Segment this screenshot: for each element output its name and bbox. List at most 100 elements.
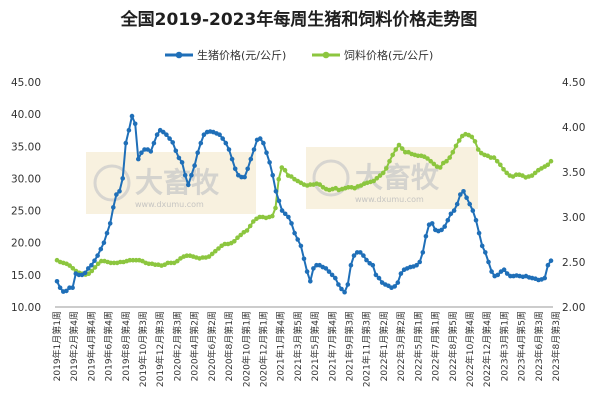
legend-label-feed: 饲料价格(元/公斤) <box>344 48 433 62</box>
hog-price-point <box>292 230 297 236</box>
hog-price-point <box>167 136 172 141</box>
feed-price-point <box>371 178 377 184</box>
x-tick-label: 2020年12月第1周 <box>258 311 270 387</box>
hog-price-point <box>461 189 466 194</box>
y-tick-label-left: 25.00 <box>11 206 41 218</box>
feed-price-point <box>501 167 506 172</box>
feed-price-point <box>146 261 152 267</box>
watermark-brand-left: 大畜牧 <box>135 166 220 199</box>
x-tick-label: 2021年3月第5周 <box>292 311 304 381</box>
hog-price-point <box>107 221 113 226</box>
hog-price-point <box>92 258 97 264</box>
hog-price-point <box>295 237 301 242</box>
hog-price-point <box>95 253 100 258</box>
hog-price-point <box>270 172 276 178</box>
x-tick-label: 2022年5月第1周 <box>412 311 424 381</box>
hog-price-point <box>279 208 285 213</box>
x-tick-label: 2020年2月第3周 <box>171 311 183 381</box>
hog-price-point <box>304 269 310 274</box>
hog-price-point <box>98 246 104 252</box>
hog-price-point <box>64 288 69 294</box>
hog-price-point <box>423 234 429 239</box>
hog-price-point <box>339 286 344 292</box>
hog-price-point <box>195 150 200 155</box>
feed-price-point <box>529 173 535 178</box>
feed-price-point <box>488 155 494 160</box>
feed-price-point <box>428 158 434 164</box>
hog-price-point <box>245 166 250 172</box>
feed-price-point <box>244 228 250 233</box>
feed-price-point <box>431 161 437 167</box>
hog-price-point <box>220 136 225 141</box>
hog-price-point <box>439 227 444 233</box>
hog-price-point <box>164 132 169 137</box>
feed-price-point <box>548 158 554 164</box>
feed-price-point <box>380 170 386 176</box>
hog-price-point <box>170 140 175 145</box>
legend-item-hog: 生猪价格(元/公斤) <box>165 48 286 62</box>
feed-price-point <box>216 246 221 251</box>
hog-price-point <box>226 147 232 152</box>
hog-price-point <box>458 192 463 197</box>
x-tick-label: 2021年5月第4周 <box>309 311 321 381</box>
hog-price-point <box>345 282 351 287</box>
hog-price-point <box>361 253 366 258</box>
chart-title: 全国2019-2023年每周生猪和饲料价格走势图 <box>120 9 478 30</box>
feed-price-point <box>390 152 396 158</box>
feed-price-point <box>270 213 275 219</box>
hog-price-point <box>192 163 197 168</box>
hog-price-point <box>276 198 282 204</box>
hog-price-point <box>308 279 313 284</box>
x-axis: 2019年1月第1周 2019年2月第4周 2019年4月第4周 2019年6月第4周… <box>51 306 562 387</box>
y-tick-label-right: 4.00 <box>562 122 585 134</box>
y-tick-label-left: 30.00 <box>11 173 41 185</box>
hog-price-point <box>358 250 363 255</box>
feed-price-point <box>444 158 449 164</box>
feed-price-point <box>238 232 243 238</box>
feed-price-point <box>247 223 253 229</box>
x-tick-label: 2020年10月第1周 <box>240 311 252 387</box>
hog-price-point <box>473 217 479 223</box>
feed-price-point <box>396 142 402 148</box>
feed-price-point <box>276 176 282 182</box>
feed-price-point <box>95 261 101 267</box>
hog-price-point <box>476 230 482 236</box>
x-tick-label: 2021年7月第4周 <box>326 311 338 381</box>
x-tick-label: 2022年7月第1周 <box>430 311 442 381</box>
hog-price-point <box>501 267 507 273</box>
y-tick-label-right: 2.00 <box>562 302 585 314</box>
feed-price-point <box>175 258 180 264</box>
feed-price-point <box>168 260 174 266</box>
y-tick-label-right: 3.00 <box>562 212 585 224</box>
hog-price-point <box>464 195 469 200</box>
x-tick-label: 2023年4月第5周 <box>516 311 528 381</box>
y-axis-left: 10.00 15.00 20.00 25.00 30.00 35.00 40.00 45.00 <box>11 77 41 314</box>
feed-price-point <box>415 153 421 159</box>
hog-price-point <box>414 262 419 268</box>
legend-marker-feed <box>322 51 330 59</box>
hog-price-point <box>173 148 179 154</box>
feed-price-point <box>374 176 380 181</box>
hog-price-point <box>417 259 423 265</box>
feed-price-point <box>469 134 475 140</box>
x-tick-label: 2022年10月第4周 <box>464 311 476 387</box>
x-tick-label: 2019年10月第3周 <box>137 311 149 387</box>
feed-price-point <box>165 260 171 266</box>
feed-price-point <box>387 158 392 164</box>
feed-price-point <box>317 182 323 187</box>
series-hog <box>54 113 554 295</box>
hog-price-point <box>123 140 129 146</box>
hog-price-point <box>242 174 247 180</box>
hog-price-point <box>282 211 288 217</box>
hog-price-point <box>232 166 238 172</box>
hog-price-point <box>148 149 154 154</box>
hog-price-point <box>376 275 382 281</box>
feed-price-point <box>235 235 240 240</box>
hog-price-point <box>223 140 229 146</box>
feed-price-point <box>108 260 114 266</box>
feed-price-point <box>384 166 389 171</box>
x-tick-label: 2019年1月第1周 <box>51 311 63 381</box>
x-tick-label: 2019年12月第3周 <box>154 311 166 387</box>
feed-price-point <box>130 257 136 263</box>
hog-price-point <box>89 262 94 268</box>
